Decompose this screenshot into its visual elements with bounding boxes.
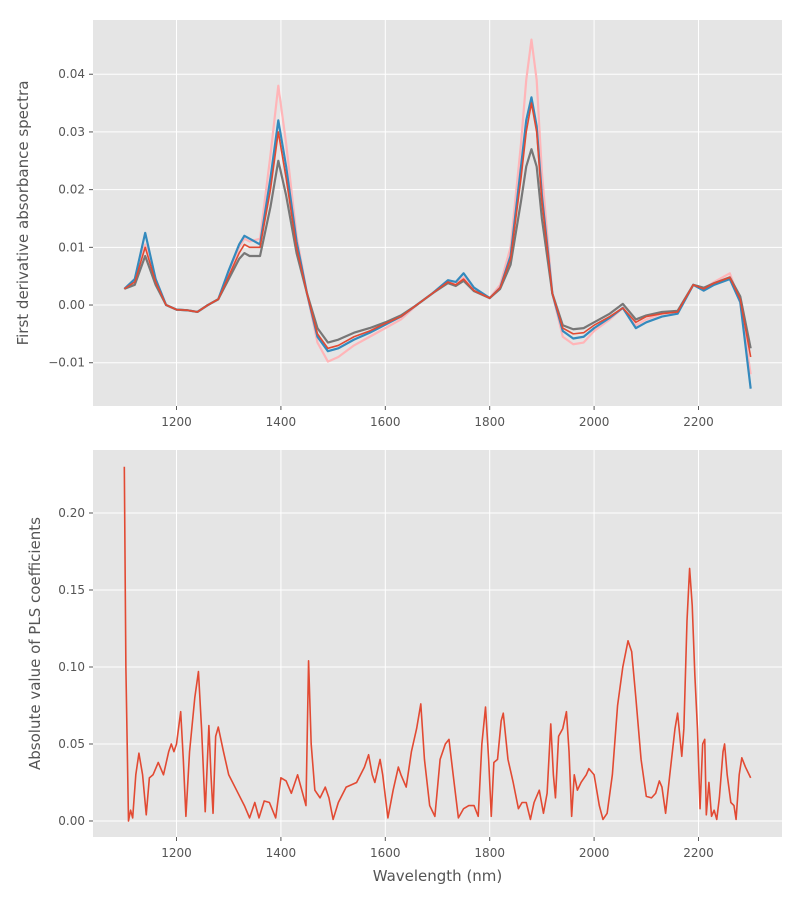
plot-area [93,20,782,406]
y-tick-label: 0.05 [58,737,85,751]
y-tick-label: 0.15 [58,583,85,597]
x-tick-label: 2000 [579,415,610,429]
y-tick-label: 0.04 [58,67,85,81]
series-line [123,466,752,822]
plot-area [93,450,782,837]
x-tick-label: 2200 [683,846,714,860]
y-tick-label: 0.00 [58,298,85,312]
x-tick-label: 1200 [161,846,192,860]
x-tick-label: 1600 [370,415,401,429]
x-tick-label: 1800 [474,415,505,429]
x-axis-label: Wavelength (nm) [373,867,503,885]
series-line [123,102,752,358]
x-tick-label: 2200 [683,415,714,429]
x-tick-label: 1400 [266,846,297,860]
y-tick-label: 0.10 [58,660,85,674]
y-tick-label: 0.02 [58,183,85,197]
y-tick-label: −0.01 [48,356,85,370]
y-tick-label: 0.00 [58,814,85,828]
y-axis-label: Absolute value of PLS coefficients [26,517,44,770]
y-axis-label: First derivative absorbance spectra [14,81,32,346]
x-tick-label: 1400 [266,415,297,429]
x-tick-label: 1200 [161,415,192,429]
y-tick-label: 0.20 [58,506,85,520]
x-tick-label: 2000 [579,846,610,860]
x-tick-label: 1800 [474,846,505,860]
x-tick-label: 1600 [370,846,401,860]
y-tick-label: 0.01 [58,240,85,254]
y-tick-label: 0.03 [58,125,85,139]
